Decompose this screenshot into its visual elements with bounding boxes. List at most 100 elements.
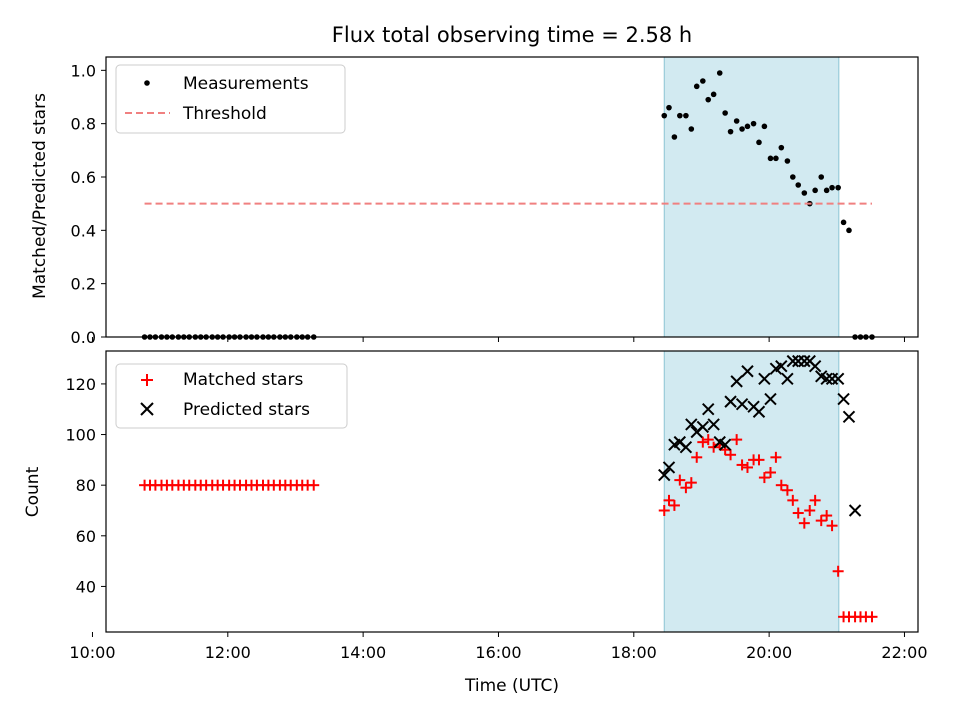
bottom-y-axis-label: Count — [23, 466, 43, 517]
measurements-point — [710, 91, 717, 98]
matched-stars-point — [758, 472, 770, 484]
matched-stars-point — [708, 441, 720, 453]
predicted-stars-point — [842, 410, 856, 424]
measurements-point — [677, 112, 683, 119]
matched-stars-point — [685, 477, 697, 489]
matched-stars-point — [815, 515, 827, 527]
predicted-stars-point — [848, 504, 862, 517]
measurements-point — [733, 118, 740, 124]
matched-stars-point — [674, 474, 686, 486]
matched-stars-point — [832, 565, 844, 577]
bottom-legend: Matched stars Predicted stars — [115, 363, 348, 429]
y-tick-label: 60 — [76, 527, 96, 546]
predicted-stars-point — [702, 403, 715, 416]
matched-stars-point — [781, 484, 793, 496]
y-tick-label: 100 — [65, 426, 96, 445]
legend-box — [115, 64, 346, 134]
matched-stars-point — [809, 494, 821, 506]
measurements-point — [722, 110, 728, 116]
y-tick-label: 0.0 — [71, 328, 96, 347]
predicted-stars-point — [786, 354, 800, 368]
measurements-point — [767, 155, 774, 162]
matched-stars-point — [770, 451, 782, 463]
predicted-stars-point — [798, 354, 811, 368]
x-tick-label: 10:00 — [69, 643, 115, 662]
predicted-stars-point — [685, 418, 698, 431]
predicted-stars-point — [781, 372, 794, 386]
x-tick-label: 16:00 — [475, 643, 521, 662]
predicted-stars-point — [741, 365, 754, 378]
predicted-stars-point — [775, 359, 788, 373]
measurements-point — [744, 123, 751, 130]
matched-stars-point — [663, 494, 675, 506]
matched-stars-point — [702, 434, 714, 446]
predicted-stars-point — [724, 395, 737, 408]
measurements-point — [727, 128, 734, 135]
measurements-point — [661, 112, 668, 119]
matched-stars-point — [792, 507, 804, 519]
measurements-point — [700, 78, 706, 84]
x-tick-label: 12:00 — [205, 643, 251, 662]
bottom-panel-frame — [105, 350, 919, 633]
measurements-point — [778, 144, 785, 151]
measurements-point — [790, 174, 796, 180]
measurements-point — [716, 70, 723, 76]
matched-stars-point — [668, 499, 680, 511]
measurements-point — [683, 112, 689, 119]
x-tick-label: 14:00 — [340, 643, 386, 662]
legend-marker-measurements — [144, 80, 150, 86]
x-tick-label: 20:00 — [746, 643, 792, 662]
measurements-point — [705, 96, 712, 103]
matched-stars-point — [804, 504, 816, 516]
measurements-point — [818, 174, 825, 180]
legend-label-matched: Matched stars — [183, 370, 303, 390]
matched-stars-point — [753, 454, 765, 466]
top-panel-frame — [105, 56, 919, 338]
measurements-point — [693, 83, 700, 90]
matched-stars-point — [658, 504, 670, 516]
y-tick-label: 80 — [76, 476, 96, 495]
y-tick-label: 0.4 — [71, 221, 96, 240]
matched-stars-point — [725, 449, 737, 461]
matched-stars-point — [787, 494, 799, 506]
predicted-stars-point — [831, 372, 845, 386]
predicted-stars-point — [696, 420, 710, 434]
measurements-point — [812, 187, 818, 194]
measurements-point — [846, 227, 852, 234]
y-tick-label: 0.2 — [71, 275, 96, 294]
matched-stars-point — [764, 467, 776, 479]
matched-stars-point — [821, 510, 833, 522]
measurements-point — [756, 139, 762, 146]
matched-stars-point — [680, 482, 692, 494]
measurements-point — [666, 104, 672, 111]
measurements-point — [829, 184, 835, 191]
legend-marker-matched — [141, 374, 153, 386]
predicted-stars-point — [662, 461, 676, 474]
predicted-stars-point — [679, 440, 693, 454]
predicted-stars-point — [730, 375, 743, 388]
predicted-stars-point — [718, 438, 732, 451]
legend-label-measurements: Measurements — [183, 74, 309, 94]
measurements-point — [671, 134, 678, 140]
predicted-stars-point — [837, 392, 850, 406]
chart-title: Flux total observing time = 2.58 h — [332, 23, 692, 47]
matched-stars-point — [736, 459, 748, 471]
measurements-point — [840, 219, 847, 226]
top-panel: 0.0 0.2 0.4 0.6 0.8 1.0 Matched/Predicted sta… — [30, 56, 919, 347]
legend-box — [115, 363, 348, 429]
predicted-stars-point — [707, 418, 720, 431]
matched-stars-point — [691, 451, 703, 463]
legend-marker-predicted — [140, 402, 154, 416]
predicted-stars-point — [752, 405, 766, 418]
predicted-stars-point — [758, 372, 771, 386]
matched-stars-point — [866, 611, 878, 623]
predicted-stars-point — [658, 468, 671, 482]
measurements-point — [750, 120, 757, 127]
x-tick-label: 18:00 — [611, 643, 657, 662]
measurements-point — [801, 190, 808, 196]
matched-stars-point — [308, 479, 320, 491]
x-tick-label: 22:00 — [881, 643, 927, 662]
y-tick-label: 0.6 — [71, 168, 96, 187]
measurements-point — [784, 158, 791, 164]
